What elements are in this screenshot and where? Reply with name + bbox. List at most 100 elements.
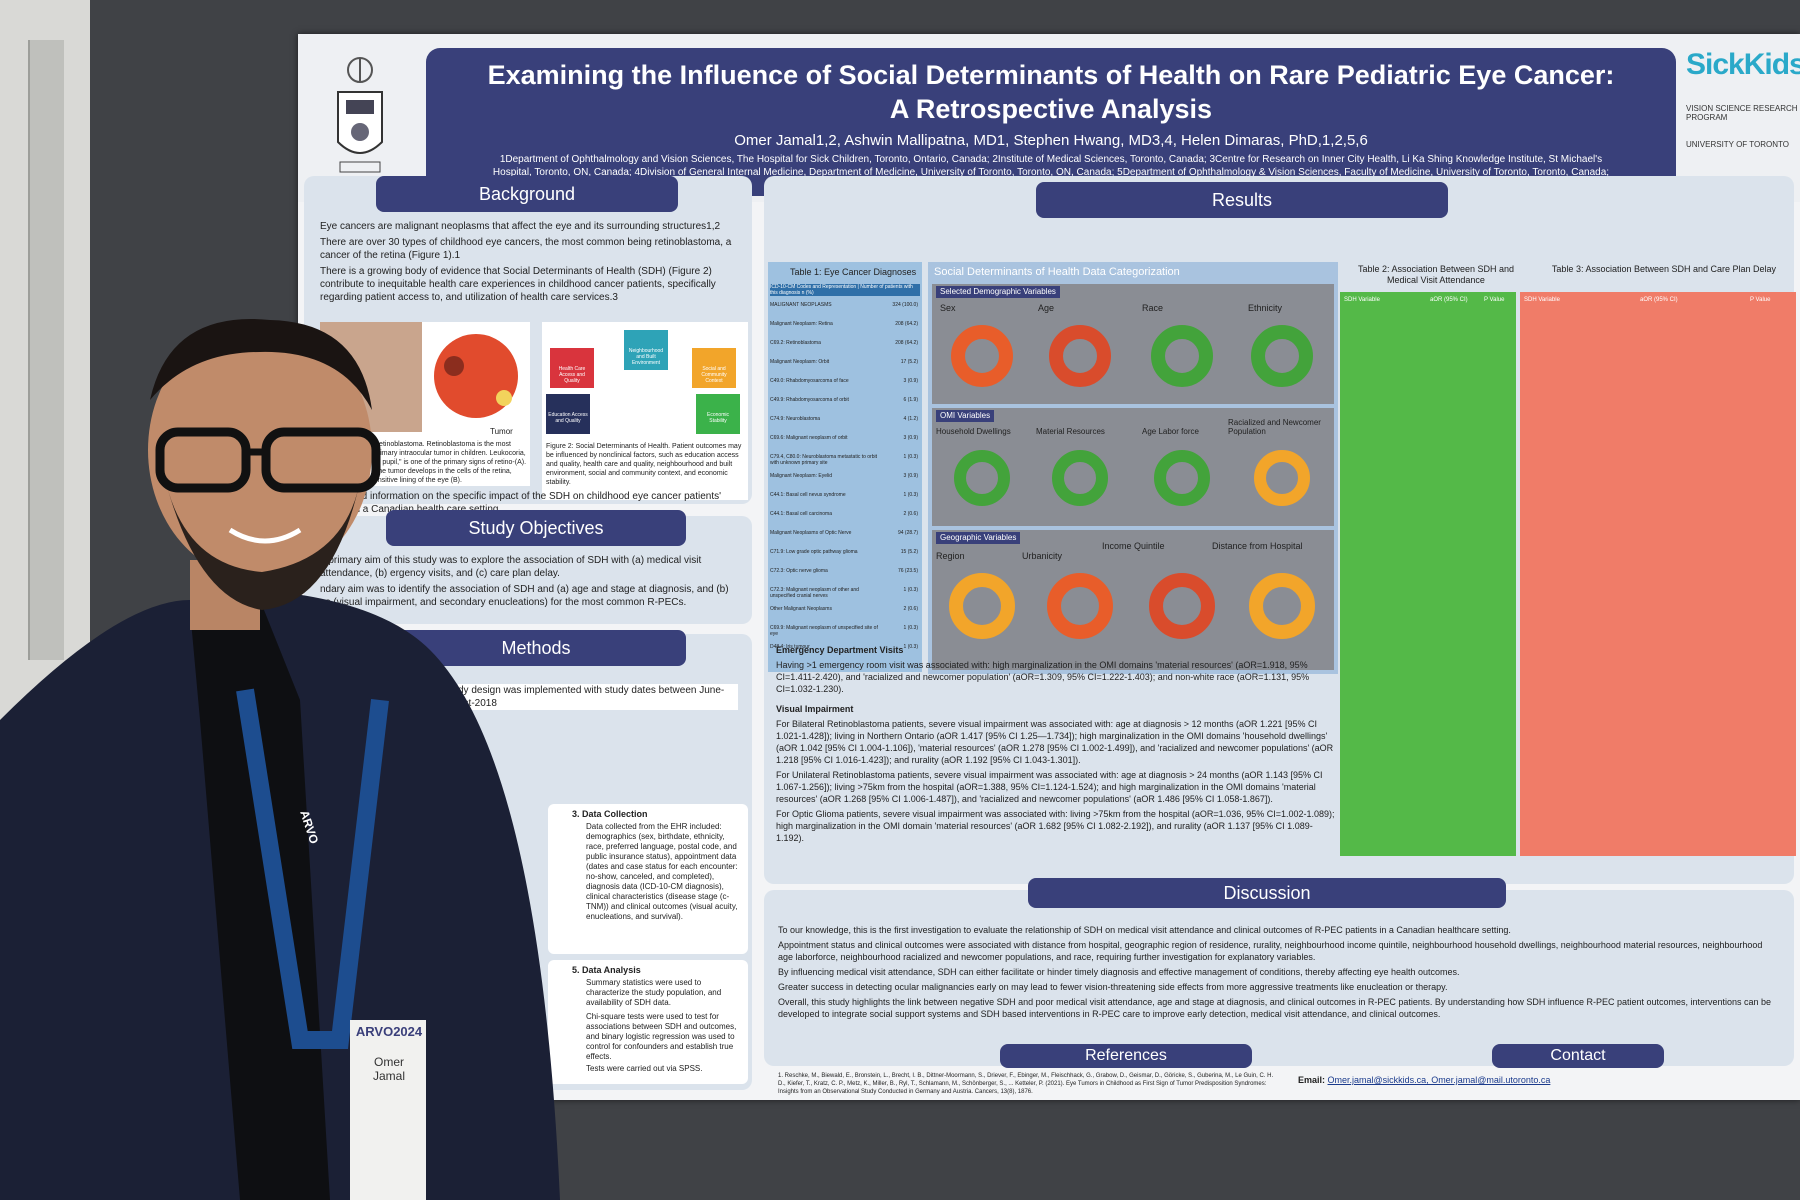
omi-label: Household Dwellings bbox=[936, 427, 1011, 436]
research-poster: Examining the Influence of Social Determ… bbox=[298, 34, 1800, 1100]
reference-item: 1. Reschke, M., Biewald, E., Bronstein, … bbox=[778, 1073, 1274, 1095]
sdh-hexagon: Neighbourhood and Built Environment bbox=[624, 330, 668, 370]
table-1-row: C44.1: Basal cell carcinoma 2 (0.6) bbox=[770, 511, 920, 517]
table-1-count: 4 (1.2) bbox=[903, 416, 918, 422]
data-collection-text: Data collected from the EHR included: de… bbox=[586, 822, 738, 921]
table-1-row: D48.4: Iris tumour 1 (0.3) bbox=[770, 644, 920, 650]
table-1-count: 1 (0.3) bbox=[903, 587, 918, 593]
demographic-donuts bbox=[951, 325, 1313, 387]
authors: Omer Jamal1,2, Ashwin Mallipatna, MD1, S… bbox=[734, 132, 1368, 149]
table-1-count: 1 (0.3) bbox=[903, 644, 918, 650]
table-1-row: Malignant Neoplasm: Orbit 17 (5.2) bbox=[770, 359, 920, 365]
data-analysis-box: 5. Data Analysis Summary statistics were… bbox=[548, 960, 748, 1084]
table-1-count: 3 (0.9) bbox=[903, 473, 918, 479]
references-title: References bbox=[1000, 1044, 1252, 1068]
geographic-label: Urbanicity bbox=[1022, 551, 1063, 561]
table-1-row: C44.1: Basal cell nevus syndrome 1 (0.3) bbox=[770, 492, 920, 498]
poster-header: Examining the Influence of Social Determ… bbox=[298, 34, 1800, 202]
discussion-bullet: By influencing medical visit attendance,… bbox=[778, 967, 1460, 977]
table-1-row: C72.3: Optic nerve glioma 76 (23.5) bbox=[770, 568, 920, 574]
vi-bullet: For Unilateral Retinoblastoma patients, … bbox=[776, 770, 1323, 804]
omi-title: OMI Variables bbox=[936, 410, 995, 422]
sickkids-logo: SickKids bbox=[1686, 48, 1800, 81]
background-bullet: There is a growing body of evidence that… bbox=[320, 266, 716, 303]
contact-info: Email: Omer.jamal@sickkids.ca, Omer.jama… bbox=[1298, 1074, 1788, 1087]
table-2-body: SDH Variable aOR (95% CI) P Value bbox=[1340, 292, 1516, 856]
table-1-row: C72.3: Malignant neoplasm of other and u… bbox=[770, 587, 920, 599]
email-label: Email: bbox=[1298, 1075, 1326, 1085]
data-collection-title: 3. Data Collection bbox=[572, 809, 648, 819]
badge-first-name: Omer bbox=[374, 1055, 404, 1069]
limited-info: e is limited information on the specific… bbox=[320, 491, 722, 515]
vi-bullet: For Optic Glioma patients, severe visual… bbox=[776, 809, 1335, 843]
email-link[interactable]: Omer.jamal@sickkids.ca, Omer.jamal@mail.… bbox=[1327, 1075, 1551, 1085]
table-1-code: D48.4: Iris tumour bbox=[770, 644, 810, 650]
table-1-row: Malignant Neoplasm: Eyelid 3 (0.9) bbox=[770, 473, 920, 479]
table-1-code: Malignant Neoplasm: Retina bbox=[770, 321, 833, 327]
omi-label: Age Labor force bbox=[1142, 427, 1199, 436]
table-2-header: SDH Variable bbox=[1344, 297, 1380, 303]
table-1-row: C49.0: Rhabdomyosarcoma of face 3 (0.9) bbox=[770, 378, 920, 384]
table-2-header: aOR (95% CI) bbox=[1430, 297, 1468, 303]
geographic-label: Income Quintile bbox=[1102, 541, 1165, 551]
data-analysis-item: Tests were carried out via SPSS. bbox=[586, 1064, 703, 1073]
sdh-hexagon-label: Economic Stability bbox=[707, 412, 729, 424]
contact-title: Contact bbox=[1492, 1044, 1664, 1068]
discussion-bullet: Appointment status and clinical outcomes… bbox=[778, 940, 1763, 962]
table-3-care-plan-delay: Table 3: Association Between SDH and Car… bbox=[1520, 262, 1796, 856]
geographic-donuts bbox=[949, 573, 1315, 639]
child-photo bbox=[320, 322, 422, 432]
figure-1-retinoblastoma: Tumor Retinoblastoma. Retinoblastoma is … bbox=[320, 322, 530, 486]
table-1-count: 6 (1.9) bbox=[903, 397, 918, 403]
table-1-code: Malignant Neoplasm: Eyelid bbox=[770, 473, 832, 479]
sdh-hexagon: Social and Community Context bbox=[692, 348, 736, 388]
data-analysis-title: 5. Data Analysis bbox=[572, 965, 641, 975]
table-3-header: aOR (95% CI) bbox=[1640, 297, 1678, 303]
omi-block: OMI Variables Household Dwellings Materi… bbox=[932, 408, 1334, 526]
table-1-count: 1 (0.3) bbox=[903, 625, 918, 631]
objective-primary: e primary aim of this study was to explo… bbox=[320, 555, 702, 579]
table-1-count: 1 (0.3) bbox=[903, 454, 918, 460]
table-1-row: C69.2: Retinoblastoma 208 (64.2) bbox=[770, 340, 920, 346]
sdh-categorization-panel: Social Determinants of Health Data Categ… bbox=[928, 262, 1338, 674]
objectives-title: Study Objectives bbox=[386, 510, 686, 546]
table-1-count: 17 (5.2) bbox=[900, 359, 918, 365]
table-3-title: Table 3: Association Between SDH and Car… bbox=[1551, 264, 1777, 274]
table-3-header: P Value bbox=[1750, 297, 1771, 303]
sdh-hexagon: Education Access and Quality bbox=[546, 394, 590, 434]
table-3-header: SDH Variable bbox=[1524, 297, 1560, 303]
table-1-code: C69.2: Retinoblastoma bbox=[770, 340, 821, 346]
table-1-code: C72.3: Optic nerve glioma bbox=[770, 568, 828, 574]
omi-label: Racialized and Newcomer Population bbox=[1228, 418, 1321, 436]
vi-bullet: For Bilateral Retinoblastoma patients, s… bbox=[776, 719, 1334, 765]
table-1-row: Malignant Neoplasms of Optic Nerve 94 (28… bbox=[770, 530, 920, 536]
references-list: 1. Reschke, M., Biewald, E., Bronstein, … bbox=[778, 1072, 1278, 1099]
figure-2-caption: Figure 2: Social Determinants of Health.… bbox=[546, 443, 742, 486]
badge-event: ARVO2024 bbox=[355, 1024, 423, 1039]
name-badge: ARVO2024 Omer Jamal bbox=[354, 1024, 424, 1083]
table-3-body: SDH Variable aOR (95% CI) P Value bbox=[1520, 292, 1796, 856]
table-1-count: 2 (0.6) bbox=[903, 511, 918, 517]
poster-title: Examining the Influence of Social Determ… bbox=[426, 58, 1676, 126]
wall-left bbox=[0, 0, 90, 1200]
demographic-title: Selected Demographic Variables bbox=[936, 286, 1060, 298]
table-2-title: Table 2: Association Between SDH and Med… bbox=[1357, 264, 1515, 285]
table-1-diagnoses: Table 1: Eye Cancer Diagnoses ICD-10-CM … bbox=[768, 262, 922, 672]
table-1-count: 3 (0.9) bbox=[903, 435, 918, 441]
table-1-count: 76 (23.5) bbox=[897, 568, 918, 574]
methods-title: Methods bbox=[386, 630, 686, 666]
demographic-label: Age bbox=[1038, 303, 1055, 313]
vi-title: Visual Impairment bbox=[776, 704, 854, 714]
table-1-code: C44.1: Basal cell nevus syndrome bbox=[770, 492, 846, 498]
title-banner: Examining the Influence of Social Determ… bbox=[426, 48, 1676, 196]
table-1-code: C71.9: Low grade optic pathway glioma bbox=[770, 549, 858, 555]
table-1-count: 2 (0.6) bbox=[903, 606, 918, 612]
table-1-title: Table 1: Eye Cancer Diagnoses bbox=[790, 267, 917, 277]
sdh-hexagon-label: Education Access and Quality bbox=[548, 412, 588, 424]
table-1-row: C69.6: Malignant neoplasm of orbit 3 (0.9… bbox=[770, 435, 920, 441]
title-line-1: Examining the Influence of Social Determ… bbox=[487, 60, 1615, 90]
ed-title: Emergency Department Visits bbox=[776, 645, 904, 655]
table-1-code: Other Malignant Neoplasms bbox=[770, 606, 832, 612]
table-1-code: C44.1: Basal cell carcinoma bbox=[770, 511, 832, 517]
background-bullets: Eye cancers are malignant neoplasms that… bbox=[320, 220, 740, 307]
